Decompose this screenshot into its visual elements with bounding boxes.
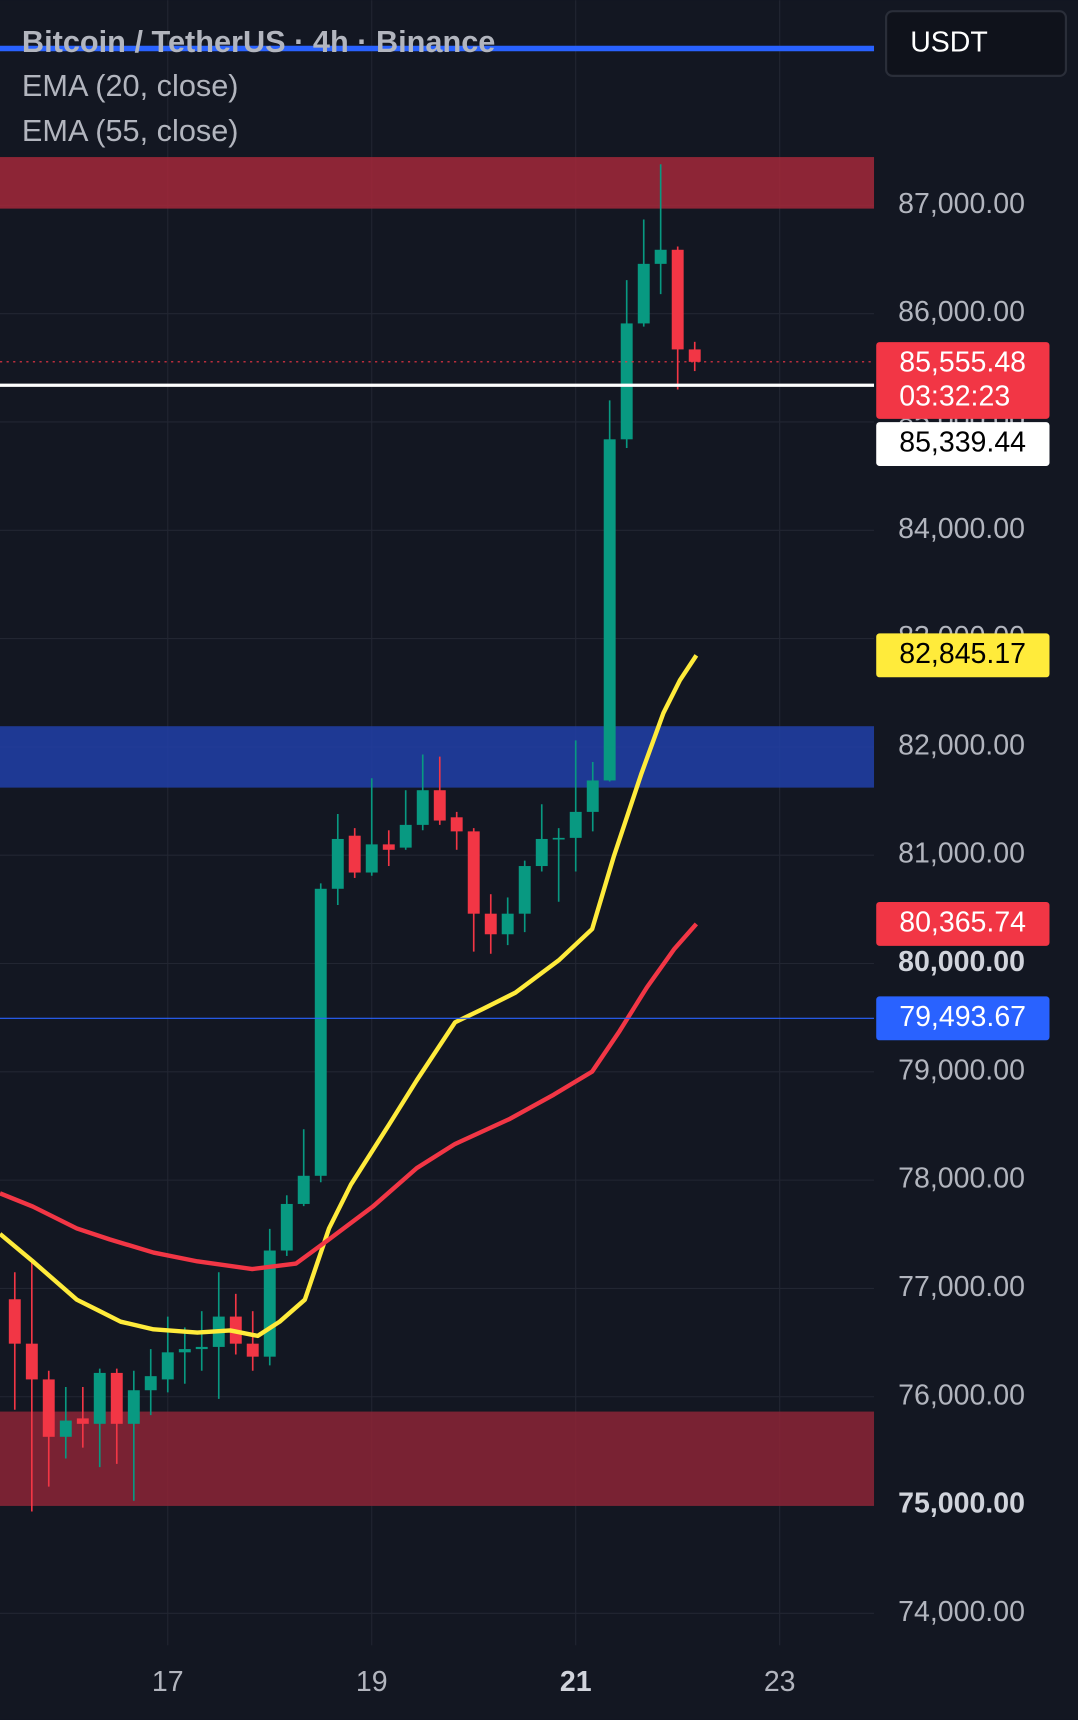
- candle-body: [348, 835, 361, 873]
- price-label: 82,845.17: [899, 638, 1026, 670]
- candle-body: [76, 1418, 89, 1424]
- candle-body: [382, 844, 395, 850]
- y-tick-label: 77,000.00: [898, 1271, 1025, 1303]
- candle-body: [331, 838, 344, 889]
- y-tick-label: 84,000.00: [898, 513, 1025, 545]
- price-label-box: [876, 901, 1050, 946]
- candle-body: [399, 824, 412, 848]
- candle-body: [195, 1346, 208, 1350]
- candle-body: [8, 1299, 21, 1344]
- candle-body: [314, 888, 327, 1176]
- candle-body: [59, 1420, 72, 1437]
- ema-line: [0, 922, 699, 1272]
- y-tick-label: 74,000.00: [898, 1596, 1025, 1628]
- candle-body: [127, 1390, 140, 1424]
- price-label: 85,339.44: [899, 427, 1026, 459]
- currency-button[interactable]: [884, 10, 1068, 77]
- y-tick-label: 80,000.00: [898, 946, 1025, 978]
- x-tick-label: 17: [152, 1666, 184, 1698]
- price-label: 85,555.48: [899, 347, 1026, 379]
- y-tick-label: 76,000.00: [898, 1379, 1025, 1411]
- chart-title: Bitcoin / TetherUS · 4h · Binance: [22, 24, 495, 59]
- candle-body: [569, 811, 582, 838]
- price-label-box: [876, 342, 1050, 419]
- candle-body: [365, 844, 378, 873]
- candle-body: [42, 1379, 55, 1437]
- y-tick-label: 86,000.00: [898, 296, 1025, 328]
- legend-entry: EMA (55, close): [22, 113, 239, 148]
- candle-body: [161, 1352, 174, 1380]
- y-tick-label: 82,000.00: [898, 729, 1025, 761]
- candle-body: [433, 790, 446, 821]
- y-tick-label: 87,000.00: [898, 188, 1025, 220]
- candle-body: [297, 1175, 310, 1204]
- x-tick-label: 21: [560, 1666, 592, 1698]
- price-label-box: [876, 422, 1050, 466]
- candle-body: [603, 439, 616, 781]
- candle-body: [144, 1376, 157, 1391]
- candle-body: [280, 1203, 293, 1251]
- candle-body: [620, 323, 633, 440]
- y-tick-label: 79,000.00: [898, 1054, 1025, 1086]
- candle-body: [110, 1372, 123, 1424]
- y-tick-label: 75,000.00: [898, 1488, 1025, 1520]
- candle-body: [637, 263, 650, 324]
- overlay-layer: Bitcoin / TetherUS · 4h · Binance USDT 7…: [22, 10, 1068, 1698]
- zone: [0, 1411, 875, 1506]
- candle-body: [671, 249, 684, 350]
- price-countdown: 03:32:23: [899, 381, 1010, 413]
- candle-body: [518, 866, 531, 914]
- price-label: 79,493.67: [899, 1001, 1026, 1033]
- price-label-box: [876, 633, 1050, 678]
- candle-body: [654, 249, 667, 264]
- candle-body: [467, 831, 480, 914]
- candle-body: [178, 1349, 191, 1353]
- candle-body: [484, 913, 497, 935]
- candle-body: [246, 1343, 259, 1357]
- candle-body: [688, 349, 701, 362]
- plot-area: [0, 0, 875, 1646]
- y-tick-label: 81,000.00: [898, 838, 1025, 870]
- candle-body: [501, 913, 514, 935]
- legend-entry: EMA (20, close): [22, 68, 239, 103]
- x-tick-label: 19: [356, 1666, 388, 1698]
- price-label: 80,365.74: [899, 906, 1026, 938]
- candle-body: [93, 1372, 106, 1424]
- ema-line: [0, 654, 699, 1339]
- currency-label[interactable]: USDT: [910, 27, 988, 59]
- x-tick-label: 23: [764, 1666, 796, 1698]
- price-label-box: [876, 996, 1050, 1041]
- candle-body: [535, 838, 548, 867]
- zone: [0, 726, 875, 788]
- zone: [0, 157, 875, 209]
- candle-body: [416, 790, 429, 825]
- candle-body: [552, 837, 565, 840]
- y-tick-label: 78,000.00: [898, 1163, 1025, 1195]
- candle-body: [263, 1250, 276, 1357]
- candle-body: [450, 817, 463, 832]
- candle-body: [25, 1343, 38, 1380]
- candle-body: [586, 780, 599, 812]
